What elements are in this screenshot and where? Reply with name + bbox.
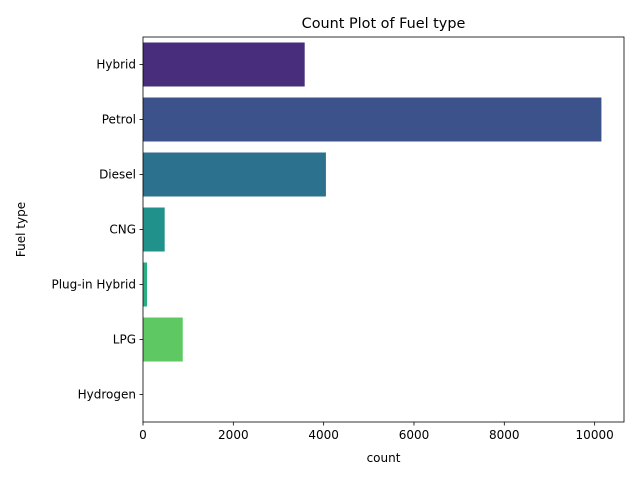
bar-petrol [143, 98, 601, 142]
axes-layer [143, 37, 624, 422]
y-tick-label: Petrol [102, 113, 136, 127]
x-tick-label: 6000 [399, 428, 430, 442]
y-axis-label: Fuel type [14, 202, 28, 257]
y-tick-label: Diesel [99, 168, 136, 182]
bar-hybrid [143, 43, 305, 87]
plot-frame [143, 37, 624, 422]
bar-diesel [143, 153, 326, 197]
y-ticks: Hybrid Petrol Diesel CNG Plug-in Hybrid LPG Hy… [51, 58, 143, 402]
x-axis-label: count [367, 451, 401, 465]
x-ticks: 0 2000 4000 6000 8000 10000 [139, 422, 614, 442]
bar-lpg [143, 318, 183, 362]
y-tick-label: LPG [113, 333, 136, 347]
bar-cng [143, 208, 165, 252]
bars-layer [143, 43, 601, 417]
y-tick-label: Hydrogen [78, 388, 136, 402]
y-tick-label: Hybrid [96, 58, 136, 72]
bar-plug-in-hybrid [143, 263, 147, 307]
x-tick-label: 0 [139, 428, 147, 442]
y-tick-label: Plug-in Hybrid [51, 278, 136, 292]
x-tick-label: 2000 [218, 428, 249, 442]
x-tick-label: 10000 [576, 428, 614, 442]
x-tick-label: 8000 [489, 428, 520, 442]
chart-title: Count Plot of Fuel type [302, 16, 466, 32]
y-tick-label: CNG [109, 223, 136, 237]
x-tick-label: 4000 [308, 428, 339, 442]
